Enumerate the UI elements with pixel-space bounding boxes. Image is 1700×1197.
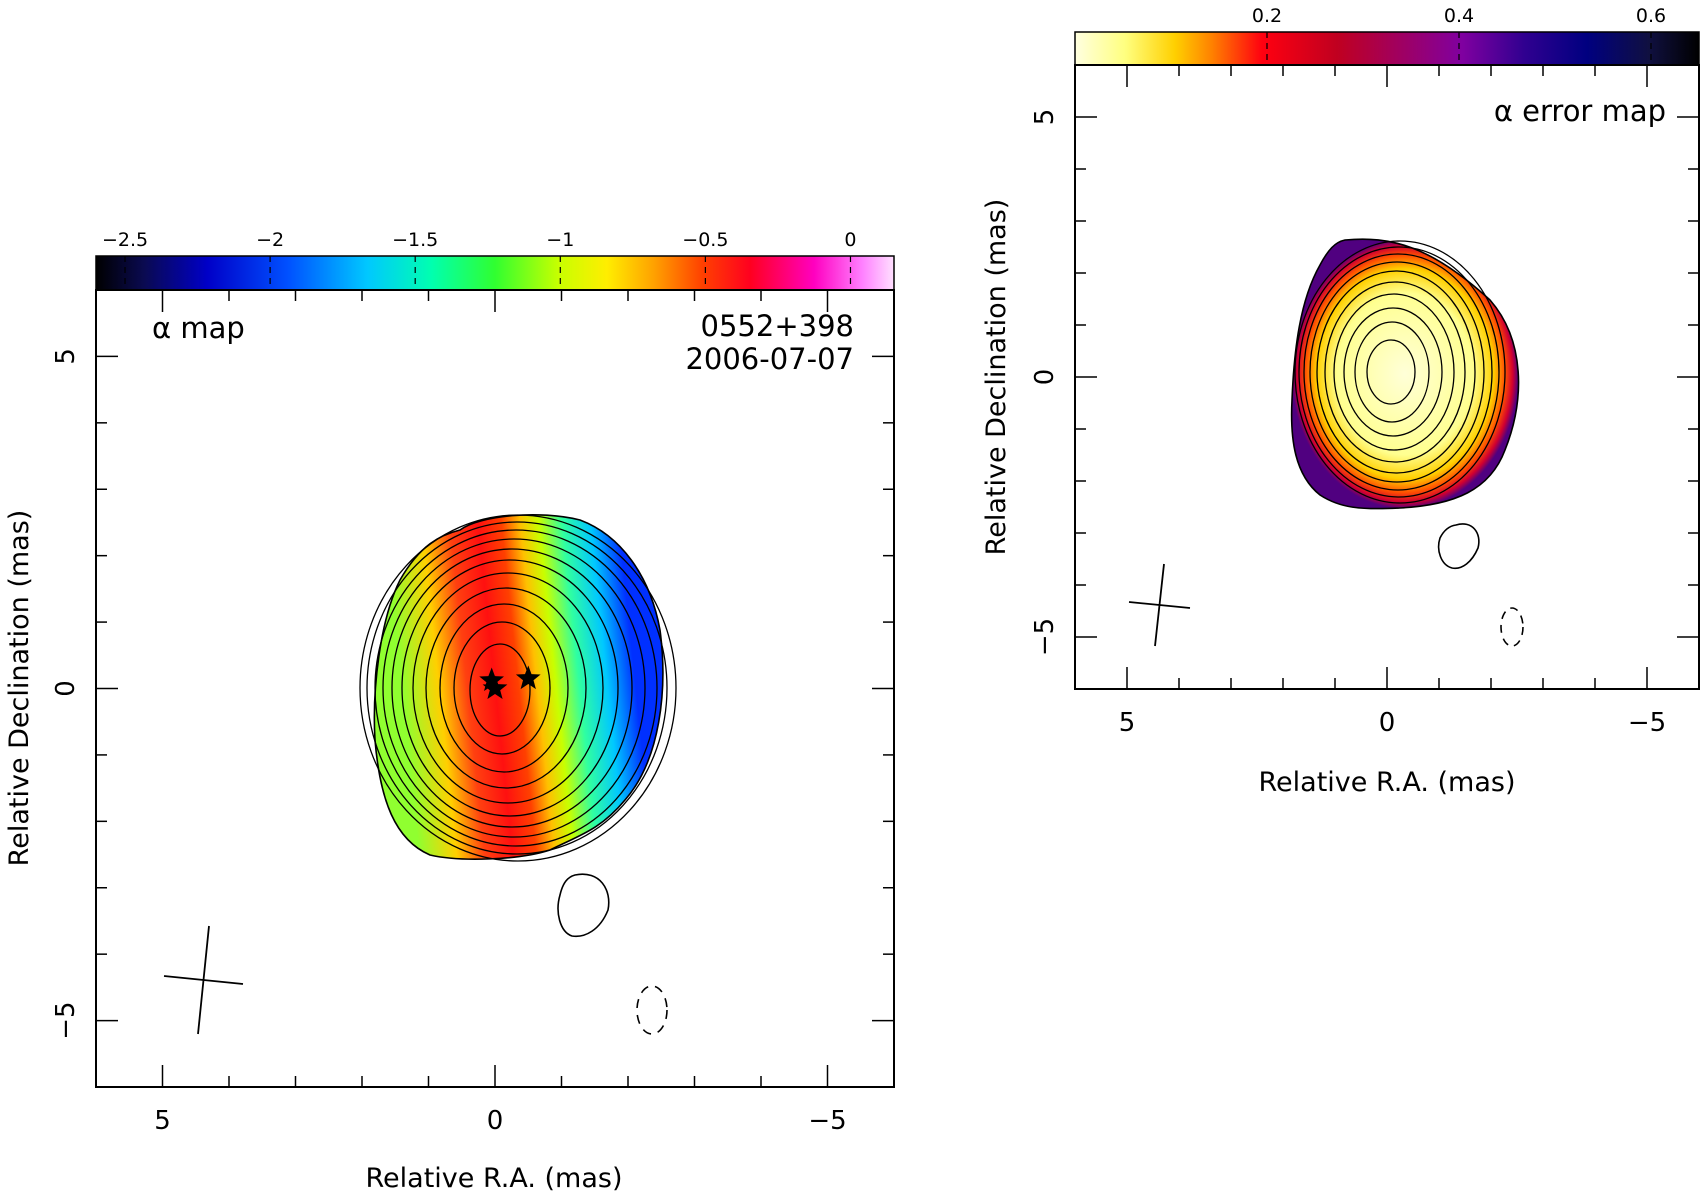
alpha-colorbar-tick-label: −0.5 (682, 229, 728, 251)
alpha-colorbar: −2.5 −2 −1.5 −1 −0.5 0 (95, 229, 895, 291)
error-panel-label: α error map (1494, 94, 1666, 128)
error-colorbar-tick-label: 0.4 (1444, 5, 1474, 27)
error-y-tick-label: 5 (1030, 109, 1060, 126)
star-marker (515, 665, 541, 690)
alpha-y-tick-label: 0 (51, 680, 81, 697)
alpha-colorbar-tick-label: −1 (546, 229, 574, 251)
error-y-tick-label: 0 (1030, 369, 1060, 386)
star-marker (482, 675, 508, 699)
alpha-beam-cross (163, 925, 244, 1035)
error-x-tick-label: −5 (1628, 708, 1666, 738)
error-x-tick-label: 0 (1379, 708, 1396, 738)
alpha-y-tick-label: −5 (51, 1001, 81, 1039)
alpha-solid-contour (557, 873, 610, 938)
error-colorbar-strip (1074, 31, 1700, 66)
alpha-core-markers (479, 665, 541, 699)
error-dashed-contour (1500, 607, 1524, 647)
error-x-axis-title: Relative R.A. (mas) (1259, 767, 1516, 798)
source-name: 0552+398 (701, 309, 854, 343)
alpha-colorbar-ticks: −2.5 −2 −1.5 −1 −0.5 0 (102, 229, 857, 290)
error-panel: 0.2 0.4 0.6 α error map 5 0 −5 5 0 −5 Relative … (981, 5, 1700, 798)
alpha-axes: 5 0 −5 5 0 −5 (51, 289, 895, 1136)
error-solid-contour (1437, 523, 1480, 570)
alpha-panel: −2.5 −2 −1.5 −1 −0.5 0 (4, 229, 895, 1194)
observation-epoch: 2006-07-07 (685, 342, 854, 376)
error-axes: 5 0 −5 5 0 −5 (1030, 64, 1700, 738)
error-colorbar-tick-label: 0.2 (1252, 5, 1282, 27)
error-beam-cross (1128, 563, 1191, 647)
alpha-x-tick-label: 5 (154, 1106, 171, 1136)
alpha-colorbar-tick-label: −1.5 (392, 229, 438, 251)
alpha-colorbar-tick-label: −2 (256, 229, 284, 251)
error-x-tick-label: 5 (1119, 708, 1136, 738)
alpha-dashed-contour (636, 985, 668, 1035)
alpha-y-axis-title: Relative Declination (mas) (4, 510, 35, 867)
error-source-region (1290, 238, 1520, 510)
error-y-tick-label: −5 (1030, 618, 1060, 656)
alpha-contours (359, 514, 677, 862)
alpha-panel-label: α map (152, 311, 245, 345)
alpha-colorbar-strip (95, 255, 895, 291)
alpha-x-tick-label: 0 (487, 1106, 504, 1136)
error-colorbar: 0.2 0.4 0.6 (1074, 5, 1700, 66)
alpha-x-axis-title: Relative R.A. (mas) (366, 1163, 623, 1194)
error-colorbar-ticks: 0.2 0.4 0.6 (1252, 5, 1666, 65)
alpha-colorbar-tick-label: −2.5 (102, 229, 148, 251)
alpha-y-tick-label: 5 (51, 348, 81, 365)
alpha-colorbar-tick-label: 0 (844, 229, 856, 251)
alpha-x-tick-label: −5 (808, 1106, 846, 1136)
error-y-axis-title: Relative Declination (mas) (981, 199, 1012, 556)
error-colorbar-tick-label: 0.6 (1636, 5, 1666, 27)
star-marker (479, 667, 504, 691)
error-contours (1294, 240, 1506, 504)
